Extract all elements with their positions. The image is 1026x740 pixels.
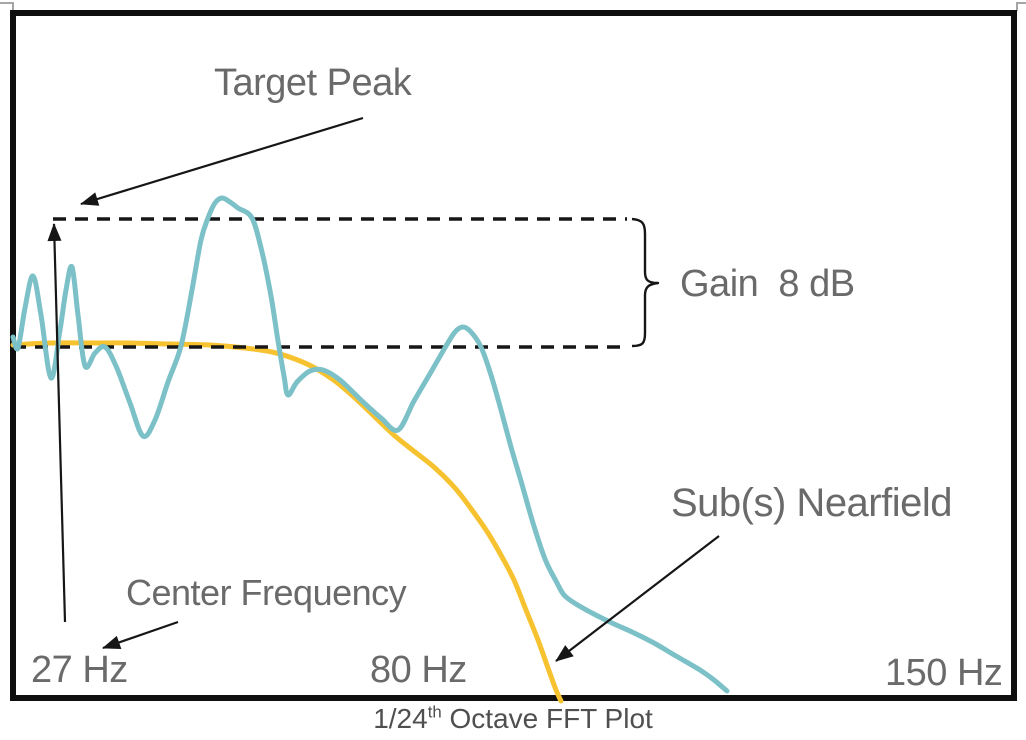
center-frequency-label: Center Frequency bbox=[126, 572, 407, 613]
target-peak-label: Target Peak bbox=[214, 62, 412, 104]
caption-prefix: 1/24 bbox=[373, 703, 428, 734]
caption-suffix: Octave FFT Plot bbox=[441, 703, 653, 734]
x-tick-150hz: 150 Hz bbox=[885, 652, 1003, 694]
sub-nearfield-label: Sub(s) Nearfield bbox=[671, 481, 953, 525]
gain-label: Gain 8 dB bbox=[680, 263, 855, 305]
x-tick-27hz: 27 Hz bbox=[31, 649, 128, 691]
figure-caption: 1/24th Octave FFT Plot bbox=[0, 702, 1026, 736]
x-tick-80hz: 80 Hz bbox=[370, 649, 467, 691]
caption-superscript: th bbox=[427, 702, 442, 722]
crop-mark-top-right-icon bbox=[1016, 2, 1026, 11]
crop-mark-top-left-icon bbox=[0, 2, 14, 13]
